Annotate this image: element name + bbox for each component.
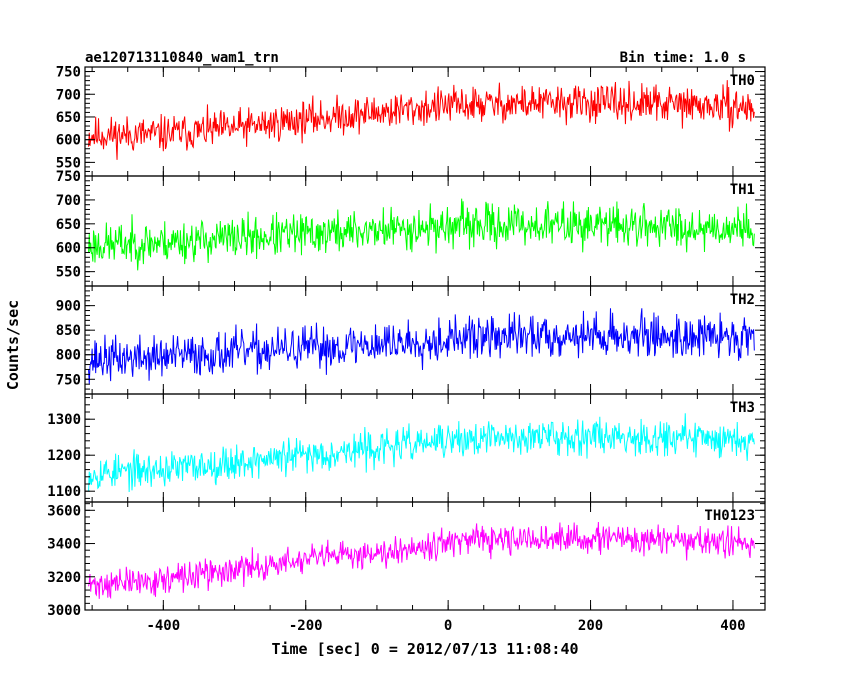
header-bin-time: Bin time: 1.0 s	[620, 50, 746, 66]
y-axis-label: Counts/sec	[4, 300, 22, 390]
y-tick-label: 700	[56, 193, 81, 209]
y-tick-label: 650	[56, 110, 81, 126]
y-tick-label: 3400	[47, 537, 81, 553]
y-tick-label: 900	[56, 299, 81, 315]
y-tick-label: 1200	[47, 448, 81, 464]
y-tick-label: 1300	[47, 412, 81, 428]
y-tick-label: 800	[56, 348, 81, 364]
panel-frame-th3	[84, 393, 766, 503]
series-line-th3	[88, 413, 755, 493]
panel-label-th0: TH0	[730, 73, 755, 89]
panel-th2: 750 800 850 900 TH2	[56, 285, 766, 395]
x-tick-label: -200	[289, 618, 323, 634]
panel-th0: 550 600 650 700 750 TH0	[56, 65, 766, 177]
panel-frame-th0	[84, 66, 766, 177]
x-axis-label: Time [sec] 0 = 2012/07/13 11:08:40	[271, 640, 578, 658]
y-tick-label: 700	[56, 87, 81, 103]
y-tick-label: 750	[56, 169, 81, 185]
header-title: ae120713110840_wam1_trn	[85, 50, 279, 66]
y-tick-label: 600	[56, 241, 81, 257]
y-tick-label: 850	[56, 323, 81, 339]
x-tick-label: 400	[720, 618, 745, 634]
y-tick-label: 750	[56, 372, 81, 388]
panels-group: 550 600 650 700 750 TH0 550 600 650 700 750 TH1 750 8…	[47, 65, 766, 634]
series-line-th0	[88, 80, 755, 160]
series-line-th1	[88, 198, 755, 271]
y-tick-label: 600	[56, 133, 81, 149]
y-tick-label: 3000	[47, 603, 81, 619]
panel-label-th1: TH1	[730, 182, 755, 198]
series-line-th2	[88, 308, 755, 384]
y-tick-label: 3600	[47, 503, 81, 519]
y-tick-label: 550	[56, 265, 81, 281]
y-tick-label: 3200	[47, 570, 81, 586]
panel-th0123: 3000 3200 3400 3600 TH0123 -400 -200 0 200 400	[47, 501, 766, 634]
x-tick-label: -400	[146, 618, 180, 634]
x-tick-label: 0	[444, 618, 452, 634]
panel-label-th0123: TH0123	[704, 508, 755, 524]
y-tick-label: 650	[56, 217, 81, 233]
x-tick-label: 200	[578, 618, 603, 634]
panel-label-th3: TH3	[730, 400, 755, 416]
y-tick-label: 1100	[47, 484, 81, 500]
y-tick-label: 550	[56, 155, 81, 171]
panel-frame-th0123	[84, 501, 766, 611]
panel-label-th2: TH2	[730, 292, 755, 308]
panel-th1: 550 600 650 700 750 TH1	[56, 169, 766, 287]
series-line-th0123	[88, 521, 755, 600]
panel-th3: 1100 1200 1300 TH3	[47, 393, 766, 503]
y-tick-label: 750	[56, 65, 81, 81]
